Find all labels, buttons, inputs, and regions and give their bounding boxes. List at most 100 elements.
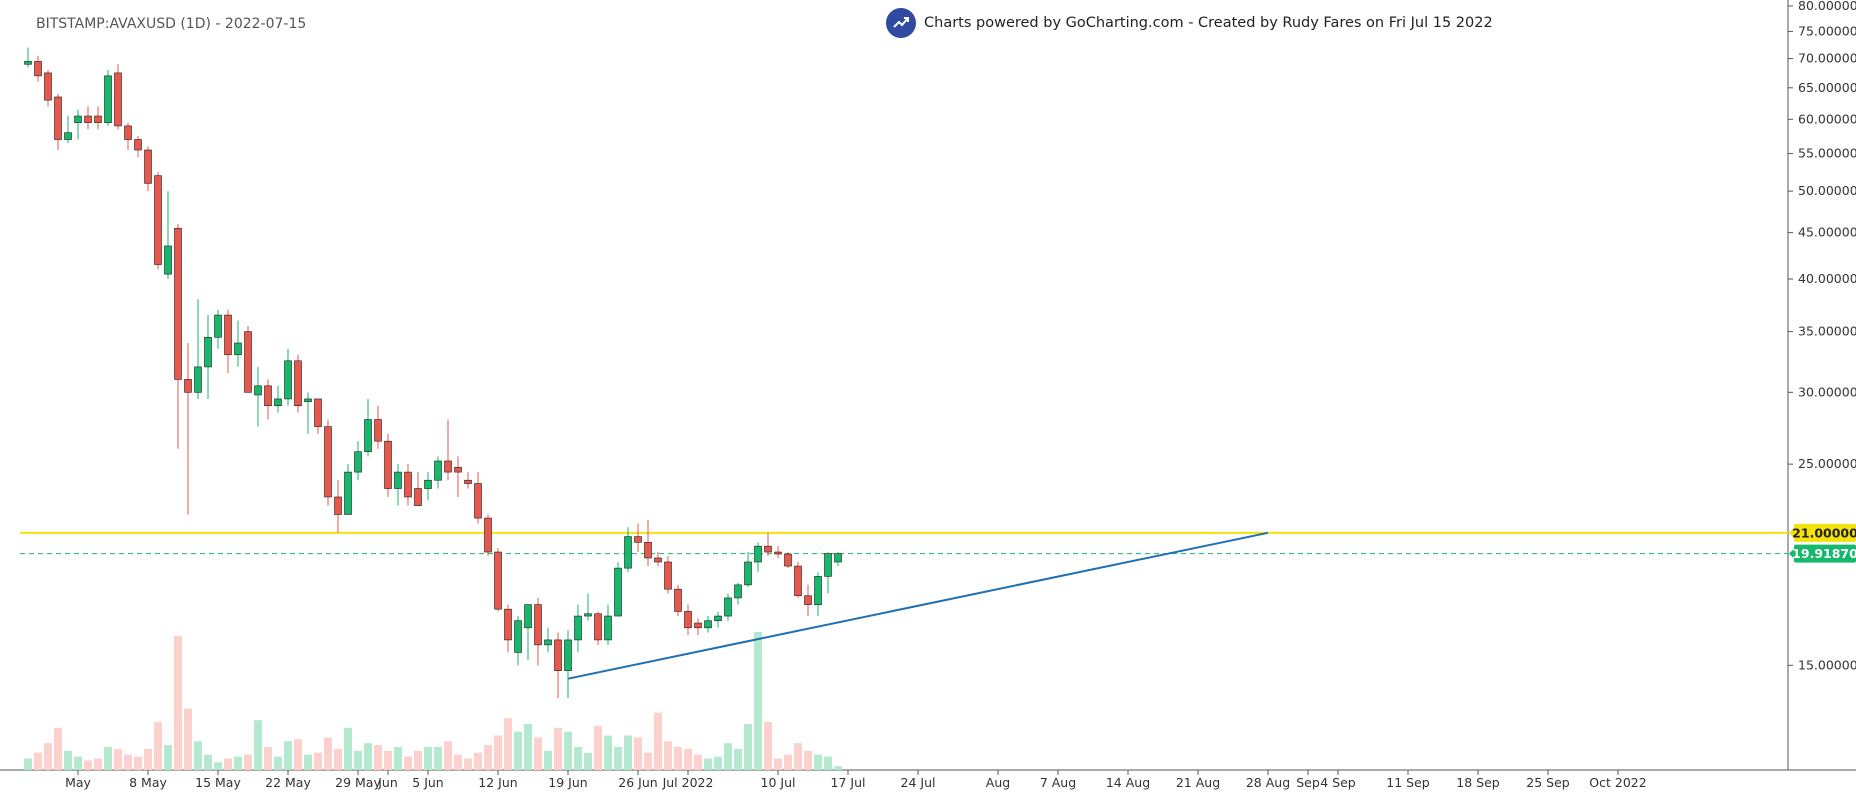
candle-body[interactable]: [384, 440, 392, 489]
candle-body[interactable]: [444, 460, 452, 473]
candle-body[interactable]: [34, 61, 42, 77]
x-tick-label: 14 Aug: [1106, 775, 1150, 790]
candle-body[interactable]: [684, 611, 692, 629]
candle-body[interactable]: [24, 61, 32, 65]
volume-bar: [94, 758, 102, 770]
candle-body[interactable]: [294, 360, 302, 406]
candle-body[interactable]: [424, 479, 432, 489]
candle-body[interactable]: [784, 553, 792, 567]
credit-banner[interactable]: Charts powered by GoCharting.com - Creat…: [886, 8, 1493, 38]
candle-body[interactable]: [84, 115, 92, 123]
candle-body[interactable]: [534, 604, 542, 646]
candle-body[interactable]: [404, 471, 412, 498]
candle-body[interactable]: [794, 565, 802, 597]
candle-body[interactable]: [394, 471, 402, 489]
candle-body[interactable]: [144, 149, 152, 184]
volume-bar: [544, 750, 552, 770]
candle-body[interactable]: [304, 398, 312, 402]
candle-body[interactable]: [64, 132, 72, 140]
volume-bar: [294, 739, 302, 770]
candle-body[interactable]: [434, 460, 442, 481]
x-tick-label: Jul 2022: [662, 775, 714, 790]
volume-bar: [214, 762, 222, 770]
candle-body[interactable]: [774, 551, 782, 555]
candle-body[interactable]: [484, 517, 492, 553]
candle-body[interactable]: [114, 72, 122, 127]
candle-body[interactable]: [374, 419, 382, 442]
candle-body[interactable]: [174, 227, 182, 380]
volume-bar: [454, 754, 462, 770]
candle-body[interactable]: [724, 597, 732, 617]
volume-bar: [204, 754, 212, 770]
candle-body[interactable]: [624, 536, 632, 569]
candle-body[interactable]: [124, 125, 132, 140]
candle-body[interactable]: [504, 608, 512, 641]
candle-body[interactable]: [94, 115, 102, 123]
candle-body[interactable]: [74, 115, 82, 123]
candle-body[interactable]: [44, 72, 52, 101]
candle-body[interactable]: [614, 567, 622, 617]
candle-body[interactable]: [804, 595, 812, 605]
candle-body[interactable]: [544, 639, 552, 646]
candle-body[interactable]: [834, 553, 842, 563]
candle-body[interactable]: [494, 551, 502, 610]
candle-body[interactable]: [194, 366, 202, 393]
candle-body[interactable]: [284, 360, 292, 400]
candle-body[interactable]: [344, 471, 352, 515]
candle-body[interactable]: [574, 615, 582, 641]
candle-body[interactable]: [814, 576, 822, 605]
candle-body[interactable]: [524, 604, 532, 629]
candle-body[interactable]: [704, 620, 712, 629]
candle-body[interactable]: [364, 419, 372, 453]
candle-body[interactable]: [824, 553, 832, 577]
candle-body[interactable]: [644, 542, 652, 559]
candle-body[interactable]: [314, 398, 322, 427]
candle-body[interactable]: [254, 385, 262, 396]
candle-body[interactable]: [54, 96, 62, 140]
candle-body[interactable]: [164, 245, 172, 275]
candle-body[interactable]: [664, 561, 672, 590]
candle-body[interactable]: [204, 336, 212, 368]
y-tick-label: 15.000000: [1798, 657, 1856, 672]
candle-body[interactable]: [134, 139, 142, 151]
volume-bar: [684, 748, 692, 770]
candle-body[interactable]: [634, 536, 642, 543]
candle-body[interactable]: [564, 639, 572, 671]
candle-body[interactable]: [744, 561, 752, 586]
candle-body[interactable]: [604, 615, 612, 641]
candle-body[interactable]: [224, 314, 232, 356]
candle-body[interactable]: [674, 588, 682, 612]
x-tick-label: 15 May: [195, 775, 241, 790]
candle-body[interactable]: [554, 639, 562, 671]
candle-body[interactable]: [154, 175, 162, 265]
candle-body[interactable]: [594, 613, 602, 641]
volume-bar: [224, 758, 232, 770]
candle-body[interactable]: [514, 620, 522, 653]
candle-body[interactable]: [714, 615, 722, 622]
candle-body[interactable]: [474, 483, 482, 519]
candle-body[interactable]: [274, 398, 282, 406]
candle-body[interactable]: [324, 426, 332, 498]
volume-bar: [644, 752, 652, 770]
candle-body[interactable]: [264, 385, 272, 406]
x-tick-label: 24 Jul: [901, 775, 936, 790]
trendline[interactable]: [567, 531, 1269, 680]
candle-body[interactable]: [464, 479, 472, 484]
candle-body[interactable]: [214, 314, 222, 338]
candle-body[interactable]: [334, 496, 342, 515]
candle-body[interactable]: [414, 488, 422, 506]
candle-body[interactable]: [104, 75, 112, 123]
candle-body[interactable]: [764, 545, 772, 553]
candle-body[interactable]: [654, 557, 662, 563]
candle-body[interactable]: [694, 622, 702, 629]
candle-body[interactable]: [584, 613, 592, 617]
candle-body[interactable]: [754, 545, 762, 563]
candle-body[interactable]: [244, 331, 252, 393]
candle-body[interactable]: [184, 379, 192, 393]
candle-body[interactable]: [734, 584, 742, 599]
candle-body[interactable]: [454, 467, 462, 473]
volume-bar: [344, 727, 352, 770]
candle-body[interactable]: [354, 451, 362, 473]
candle-body[interactable]: [234, 342, 242, 356]
